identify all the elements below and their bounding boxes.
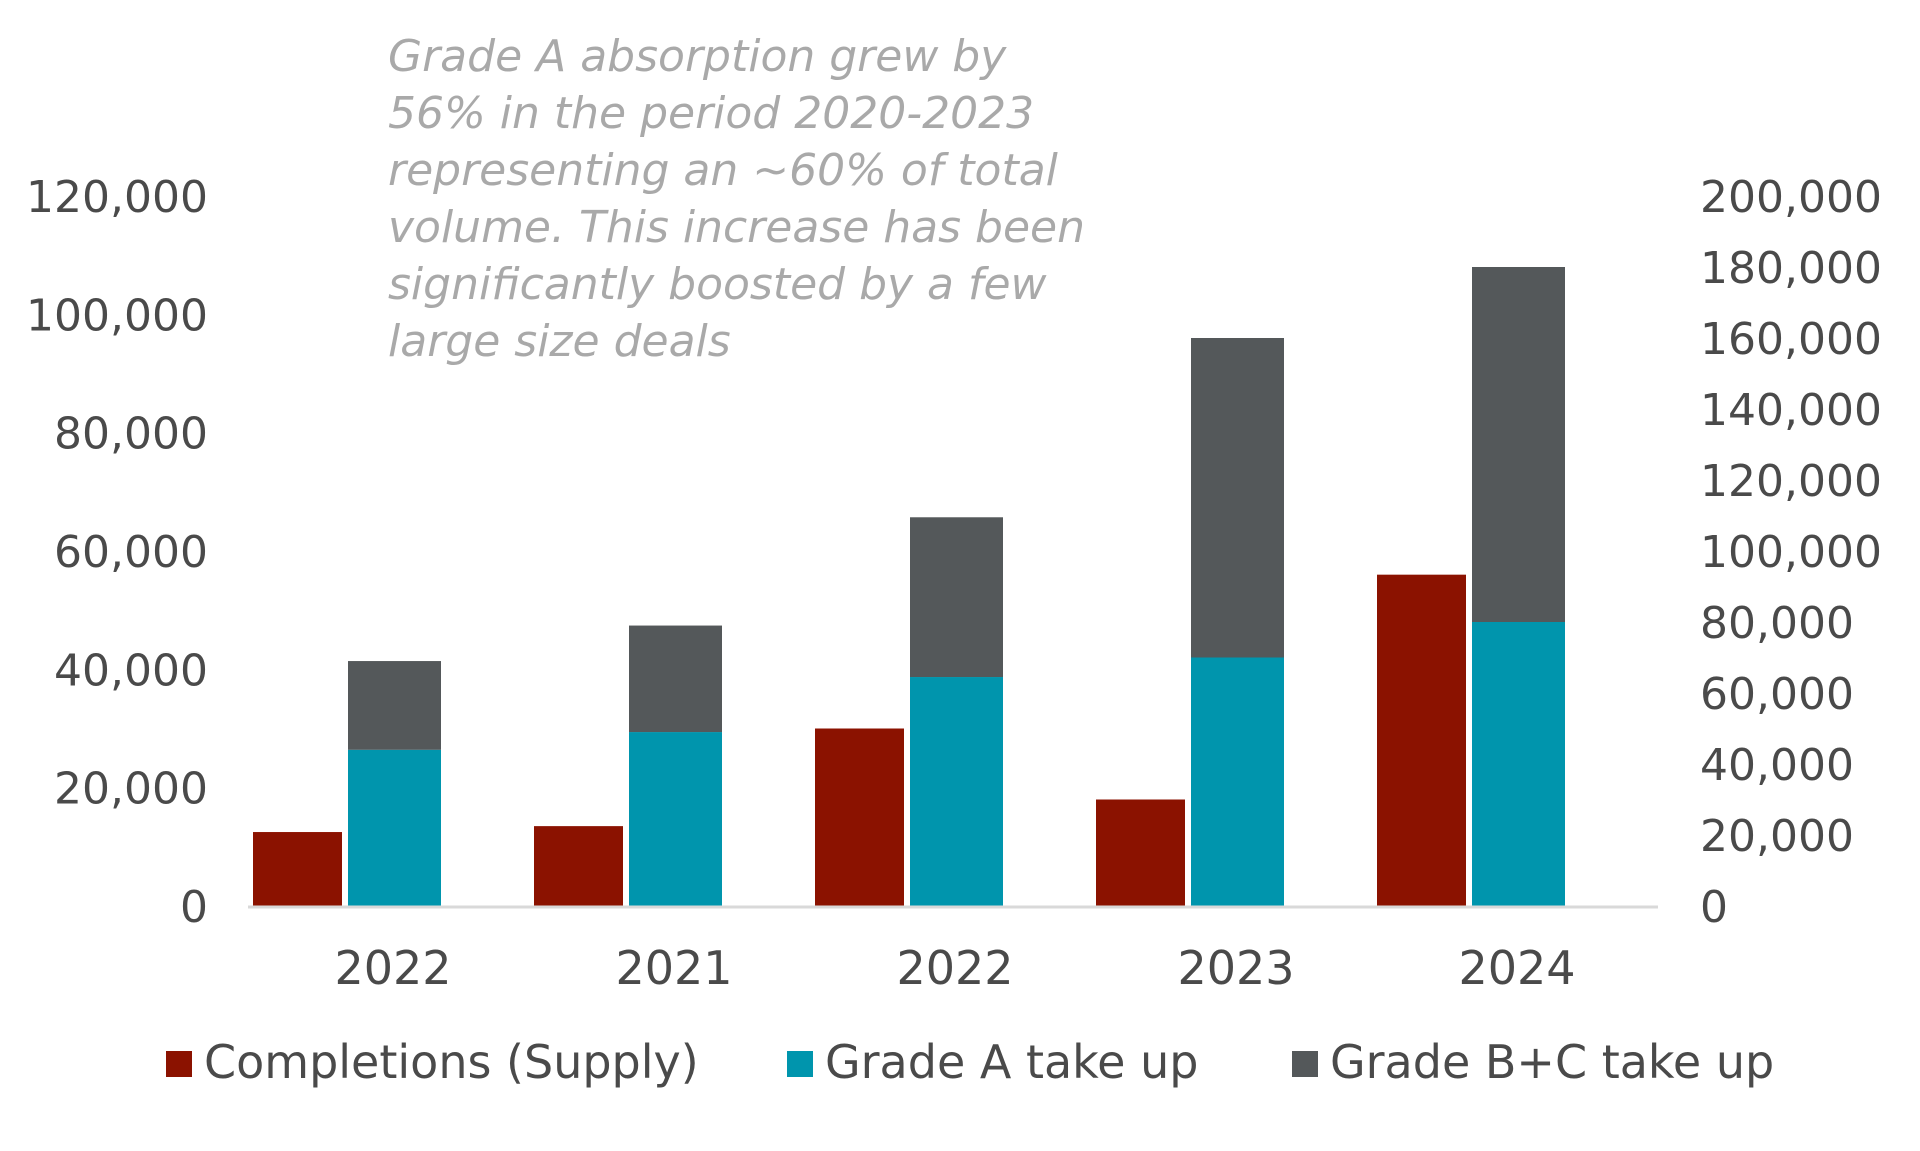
legend-swatch [1292,1051,1318,1077]
bar-grade-a-take-up [629,732,722,906]
y-left-tick-label: 60,000 [54,527,208,578]
y-right-tick-label: 120,000 [1700,456,1882,507]
bar-completions-supply [1096,799,1185,906]
bar-grade-bc-take-up [1191,338,1284,658]
x-category-label: 2023 [1177,941,1294,995]
x-category-label: 2022 [896,941,1013,995]
legend: Completions (Supply) Grade A take up Grade… [166,1035,1774,1089]
y-right-tick-label: 100,000 [1700,527,1882,578]
bar-grade-bc-take-up [1472,267,1565,622]
y-right-tick-label: 160,000 [1700,314,1882,365]
bar-grade-a-take-up [348,749,441,906]
y-right-tick-label: 60,000 [1700,669,1854,720]
y-right-tick-label: 200,000 [1700,172,1882,223]
bar-grade-a-take-up [1191,657,1284,906]
bar-completions-supply [253,832,342,906]
y-right-tick-label: 20,000 [1700,811,1854,862]
bar-completions-supply [1377,574,1466,906]
legend-label: Grade B+C take up [1330,1035,1774,1089]
bar-completions-supply [815,728,904,906]
y-left-tick-label: 80,000 [54,409,208,460]
legend-label: Grade A take up [825,1035,1198,1089]
x-category-label: 2024 [1458,941,1575,995]
bar-grade-bc-take-up [629,625,722,733]
x-category-label: 2021 [615,941,732,995]
y-right-tick-label: 180,000 [1700,243,1882,294]
y-right-tick-label: 40,000 [1700,740,1854,791]
y-right-tick-label: 0 [1700,882,1728,933]
bar-completions-supply [534,826,623,906]
y-left-tick-label: 40,000 [54,645,208,696]
y-right-tick-label: 80,000 [1700,598,1854,649]
bar-grade-bc-take-up [910,517,1003,678]
bar-grade-a-take-up [910,677,1003,906]
y-left-tick-label: 0 [180,882,208,933]
bar-grade-bc-take-up [348,661,441,750]
y-left-tick-label: 100,000 [26,290,208,341]
y-right-tick-label: 140,000 [1700,385,1882,436]
legend-swatch [787,1051,813,1077]
y-left-tick-label: 120,000 [26,172,208,223]
bars [253,267,1565,906]
right-y-axis: 200,000 180,000 160,000 140,000 120,000 100,0… [1700,172,1882,933]
bar-grade-a-take-up [1472,622,1565,906]
x-axis-categories: 2022 2021 2022 2023 2024 [334,941,1575,995]
y-left-tick-label: 20,000 [54,764,208,815]
chart-annotation: Grade A absorption grew by 56% in the pe… [388,31,1085,367]
x-category-label: 2022 [334,941,451,995]
left-y-axis: 120,000 100,000 80,000 60,000 40,000 20,000 0 [26,172,208,933]
legend-label: Completions (Supply) [204,1035,699,1089]
legend-swatch [166,1051,192,1077]
